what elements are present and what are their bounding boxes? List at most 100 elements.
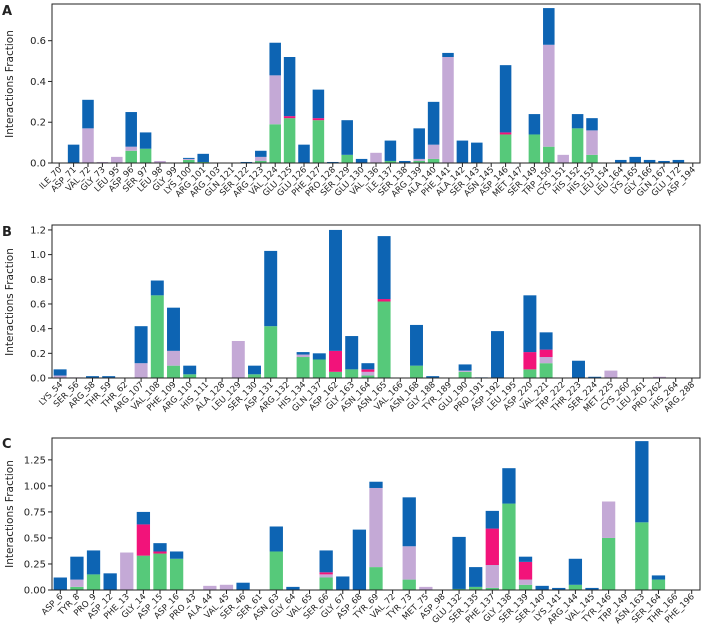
bar-segment [154,160,166,163]
bar-segment [518,579,533,585]
bar-segment [539,357,553,364]
bar-segment [528,114,541,135]
bar-segment [329,371,342,378]
bar-segment [102,376,116,378]
bar-segment [458,371,472,378]
bar-segment [539,363,553,378]
bar-segment [601,501,616,538]
bar-segment [485,565,499,588]
bar-segment [296,357,310,378]
bar-segment [53,375,67,378]
bar-segment [672,159,685,163]
bar-segment [528,134,541,163]
bar-segment [269,526,283,552]
chart-panel-B: 0.00.20.40.60.81.01.2LYS_54SER_56ARG_58T… [2,224,701,415]
bar-segment [86,550,101,575]
bar-segment [70,586,84,590]
bar-segment [283,118,296,163]
bar-segment [552,587,566,590]
bar-segment [103,573,117,590]
bar-segment [125,112,137,147]
bar-segment [469,586,483,590]
bar-segment [377,299,391,302]
y-tick-label: 0.75 [24,507,46,518]
bar-segment [384,140,397,161]
bar-segment [586,154,598,163]
bar-segment [485,528,499,566]
bar-segment [518,561,533,580]
bar-segment [286,586,300,590]
bar-segment [169,551,184,559]
bar-segment [426,376,440,378]
bar-segment [588,376,602,378]
bar-segment [136,524,151,556]
bar-segment [269,551,283,590]
y-tick-label: 0.00 [24,586,46,597]
bar-segment [402,497,416,547]
bar-segment [427,158,440,163]
bar-segment [653,376,666,378]
y-tick-label: 1.2 [30,225,46,236]
y-tick-label: 0.2 [30,349,46,360]
bar-segment [442,57,454,163]
bar-segment [413,160,425,163]
bar-segment [167,350,180,366]
bar-segment [384,160,397,163]
bar-segment [543,146,555,163]
bar-segment [485,587,499,590]
bar-segment [134,326,148,364]
bar-segment [502,503,516,590]
bar-segment [413,128,425,159]
bar-segment [167,365,180,378]
bar-segment [150,280,164,296]
bar-segment [485,510,499,529]
bar-segment [231,340,245,378]
bar-segment [329,350,342,372]
bar-segment [255,160,267,163]
bar-segment [319,574,333,578]
bar-segment [361,369,375,372]
bar-segment [369,487,383,568]
bar-segment [615,159,627,163]
bar-segment [427,144,440,159]
bar-segment [535,585,549,590]
bar-segment [319,572,333,575]
bar-segment [651,575,666,580]
bar-segment [471,142,483,163]
bar-segment [183,365,197,375]
bar-segment [82,99,94,129]
bar-segment [125,150,137,163]
panel-label: C [2,437,12,452]
bar-segment [183,374,197,378]
bar-segment [410,324,423,366]
bar-segment [336,576,350,590]
bar-segment [413,158,425,161]
y-tick-label: 0.50 [24,533,46,544]
bar-segment [571,128,584,163]
bar-segment [136,511,151,525]
bar-segment [153,553,167,590]
bar-segment [543,8,555,45]
bar-segment [96,161,109,163]
bar-segment [255,150,267,157]
y-tick-label: 0.4 [30,77,46,88]
bar-segment [377,301,391,378]
bar-segment [568,584,583,590]
bar-segment [452,536,466,589]
bar-segment [67,144,80,163]
bar-segment [86,376,99,378]
bar-segment [361,375,375,378]
bar-segment [167,307,180,351]
bar-segment [586,130,598,155]
bar-segment [319,577,333,590]
bar-segment [255,156,267,161]
bar-group [53,441,666,590]
bar-segment [298,144,310,163]
bar-segment [523,295,537,353]
bar-segment [518,584,533,590]
bar-segment [458,364,472,371]
y-tick-label: 0.6 [30,299,46,310]
y-tick-label: 1.00 [24,481,46,492]
bar-segment [539,349,553,358]
